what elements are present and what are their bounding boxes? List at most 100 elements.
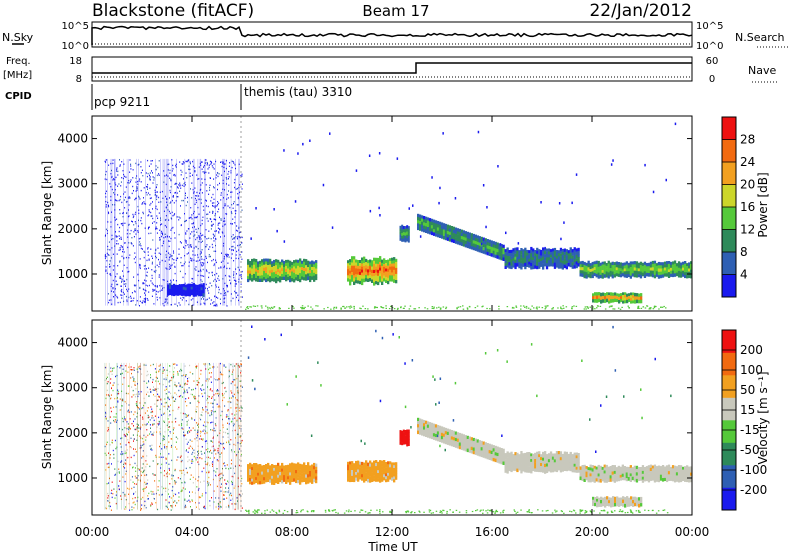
echo-cell: [253, 265, 255, 268]
noise-cell: [150, 172, 151, 173]
noise-cell: [212, 244, 213, 245]
noise-cell: [192, 218, 193, 219]
echo-cell: [395, 471, 397, 474]
echo-cell: [379, 473, 381, 477]
noise-cell: [221, 195, 222, 196]
echo-cell: [251, 473, 253, 476]
noise-cell: [127, 411, 128, 412]
echo-cell: [483, 250, 485, 254]
noise-cell: [192, 499, 193, 500]
echo-cell: [299, 270, 301, 273]
echo-cell: [662, 265, 664, 268]
noise-cell: [175, 192, 176, 193]
noise-cell: [236, 188, 237, 189]
echo-cell: [453, 227, 455, 231]
echo-cell: [678, 265, 680, 269]
noise-streak: [208, 363, 209, 510]
noise-cell: [236, 292, 237, 293]
echo-cell: [592, 265, 594, 269]
noise-cell: [219, 222, 220, 223]
echo-cell: [305, 471, 307, 475]
echo-cell: [299, 473, 301, 476]
ground-scatter-cell: [433, 308, 435, 309]
noise-cell: [223, 494, 224, 495]
echo-cell: [408, 226, 410, 230]
noise-cell: [109, 183, 110, 184]
noise-cell: [210, 185, 211, 186]
echo-cell: [383, 469, 385, 472]
echo-cell: [612, 265, 614, 269]
noise-cell: [136, 394, 137, 395]
echo-cell: [379, 268, 381, 271]
noise-cell: [139, 241, 140, 242]
echo-cell: [285, 474, 287, 477]
noise-cell: [220, 299, 221, 300]
nsearch-tick-top: 10^5: [696, 21, 723, 32]
noise-cell: [121, 237, 122, 238]
noise-cell: [185, 233, 186, 234]
echo-cell: [173, 284, 175, 287]
echo-cell: [271, 275, 273, 278]
ground-scatter-cell: [345, 308, 347, 309]
echo-cell: [303, 475, 305, 479]
noise-cell: [119, 235, 120, 236]
noise-cell: [202, 161, 203, 162]
echo-cell: [371, 462, 373, 466]
echo-cell: [359, 281, 361, 284]
echo-cell: [251, 269, 253, 273]
ground-scatter-cell: [367, 308, 369, 309]
noise-cell: [150, 377, 151, 378]
echo-cell: [281, 469, 283, 472]
noise-cell: [186, 205, 187, 206]
echo-cell: [249, 267, 251, 271]
noise-cell: [166, 386, 167, 387]
echo-cell: [584, 275, 586, 279]
noise-cell: [204, 506, 205, 507]
echo-cell: [259, 473, 261, 476]
noise-cell: [231, 397, 232, 398]
echo-cell: [459, 229, 461, 233]
noise-cell: [206, 449, 207, 450]
noise-cell: [139, 238, 140, 239]
echo-cell: [534, 256, 536, 259]
noise-cell: [108, 429, 109, 430]
noise-cell: [116, 240, 117, 241]
noise-cell: [129, 172, 130, 173]
echo-cell: [389, 267, 391, 270]
noise-cell: [191, 447, 192, 448]
echo-cell: [265, 270, 267, 273]
echo-cell: [383, 267, 385, 270]
scatter-cell: [500, 243, 502, 246]
noise-streak: [124, 363, 125, 510]
y-tick-label: 3000: [57, 177, 88, 191]
noise-streak: [229, 363, 230, 510]
noise-cell: [206, 184, 207, 185]
echo-cell: [636, 265, 638, 269]
echo-cell: [279, 271, 281, 274]
noise-cell: [173, 433, 174, 434]
ground-scatter-cell: [621, 307, 623, 308]
echo-cell: [532, 260, 534, 263]
noise-cell: [234, 503, 235, 504]
noise-cell: [196, 192, 197, 193]
echo-cell: [381, 282, 383, 285]
noise-cell: [119, 480, 120, 481]
noise-cell: [171, 497, 172, 498]
noise-cell: [210, 458, 211, 459]
noise-cell: [202, 234, 203, 235]
noise-cell: [148, 192, 149, 193]
noise-cell: [112, 442, 113, 443]
noise-cell: [122, 225, 123, 226]
ground-scatter-cell: [469, 306, 471, 307]
scatter-cell: [439, 187, 441, 190]
echo-cell: [305, 475, 307, 479]
noise-cell: [214, 448, 215, 449]
echo-cell: [417, 214, 419, 218]
echo-cell: [395, 265, 397, 268]
noise-cell: [187, 472, 188, 473]
noise-cell: [178, 407, 179, 408]
noise-cell: [116, 170, 117, 171]
noise-cell: [163, 367, 164, 368]
echo-cell: [375, 261, 377, 264]
echo-cell: [558, 253, 560, 256]
